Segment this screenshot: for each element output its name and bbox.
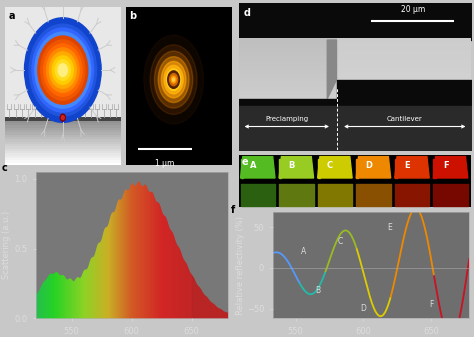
Circle shape bbox=[164, 65, 183, 94]
Circle shape bbox=[52, 56, 73, 84]
Polygon shape bbox=[327, 40, 337, 99]
Circle shape bbox=[172, 76, 176, 83]
Text: 20 μm: 20 μm bbox=[401, 5, 425, 13]
Polygon shape bbox=[318, 159, 320, 178]
Text: F: F bbox=[429, 300, 433, 309]
Polygon shape bbox=[433, 157, 468, 178]
Text: c: c bbox=[2, 163, 8, 173]
Text: C: C bbox=[327, 161, 333, 170]
Polygon shape bbox=[433, 159, 436, 178]
Text: B: B bbox=[288, 161, 295, 170]
Text: a: a bbox=[8, 11, 15, 22]
Circle shape bbox=[46, 48, 79, 92]
Text: F: F bbox=[443, 161, 448, 170]
Circle shape bbox=[35, 32, 91, 108]
Circle shape bbox=[49, 52, 76, 88]
Circle shape bbox=[62, 116, 64, 120]
Circle shape bbox=[170, 73, 178, 86]
Circle shape bbox=[33, 30, 92, 111]
Circle shape bbox=[168, 72, 179, 88]
Text: B: B bbox=[315, 286, 320, 295]
Text: C: C bbox=[338, 237, 343, 246]
Polygon shape bbox=[318, 157, 352, 178]
Polygon shape bbox=[395, 157, 429, 178]
Polygon shape bbox=[240, 157, 275, 178]
Circle shape bbox=[41, 40, 85, 100]
Polygon shape bbox=[356, 159, 358, 178]
Circle shape bbox=[32, 28, 93, 112]
Circle shape bbox=[25, 18, 101, 122]
Circle shape bbox=[38, 36, 88, 104]
Polygon shape bbox=[356, 157, 391, 178]
Circle shape bbox=[173, 78, 174, 81]
Text: f: f bbox=[231, 205, 236, 215]
Polygon shape bbox=[279, 159, 282, 178]
Text: Cantilever: Cantilever bbox=[387, 116, 423, 122]
Circle shape bbox=[166, 69, 181, 90]
Circle shape bbox=[60, 114, 65, 121]
Circle shape bbox=[161, 61, 186, 98]
Circle shape bbox=[168, 71, 180, 88]
Circle shape bbox=[155, 51, 193, 108]
Text: D: D bbox=[361, 304, 366, 313]
Text: D: D bbox=[365, 161, 372, 170]
Circle shape bbox=[158, 57, 189, 102]
Text: b: b bbox=[129, 11, 136, 22]
Circle shape bbox=[58, 64, 67, 76]
Circle shape bbox=[170, 74, 177, 85]
Circle shape bbox=[171, 76, 176, 83]
Text: d: d bbox=[244, 8, 251, 18]
Circle shape bbox=[55, 60, 70, 81]
Circle shape bbox=[29, 24, 97, 116]
Circle shape bbox=[44, 44, 82, 96]
Text: e: e bbox=[242, 157, 248, 166]
Polygon shape bbox=[240, 159, 243, 178]
Circle shape bbox=[150, 45, 197, 115]
Circle shape bbox=[144, 35, 203, 124]
Text: A: A bbox=[301, 247, 306, 256]
Polygon shape bbox=[395, 159, 397, 178]
Text: E: E bbox=[404, 161, 410, 170]
Text: A: A bbox=[250, 161, 256, 170]
Y-axis label: Scattering (a.u.): Scattering (a.u.) bbox=[2, 211, 11, 279]
Circle shape bbox=[173, 78, 174, 81]
Text: Preclamping: Preclamping bbox=[265, 116, 309, 122]
Y-axis label: Relative reflectivity (%): Relative reflectivity (%) bbox=[237, 216, 246, 315]
Text: E: E bbox=[387, 222, 392, 232]
Text: 1 μm: 1 μm bbox=[155, 159, 175, 168]
Polygon shape bbox=[279, 157, 314, 178]
